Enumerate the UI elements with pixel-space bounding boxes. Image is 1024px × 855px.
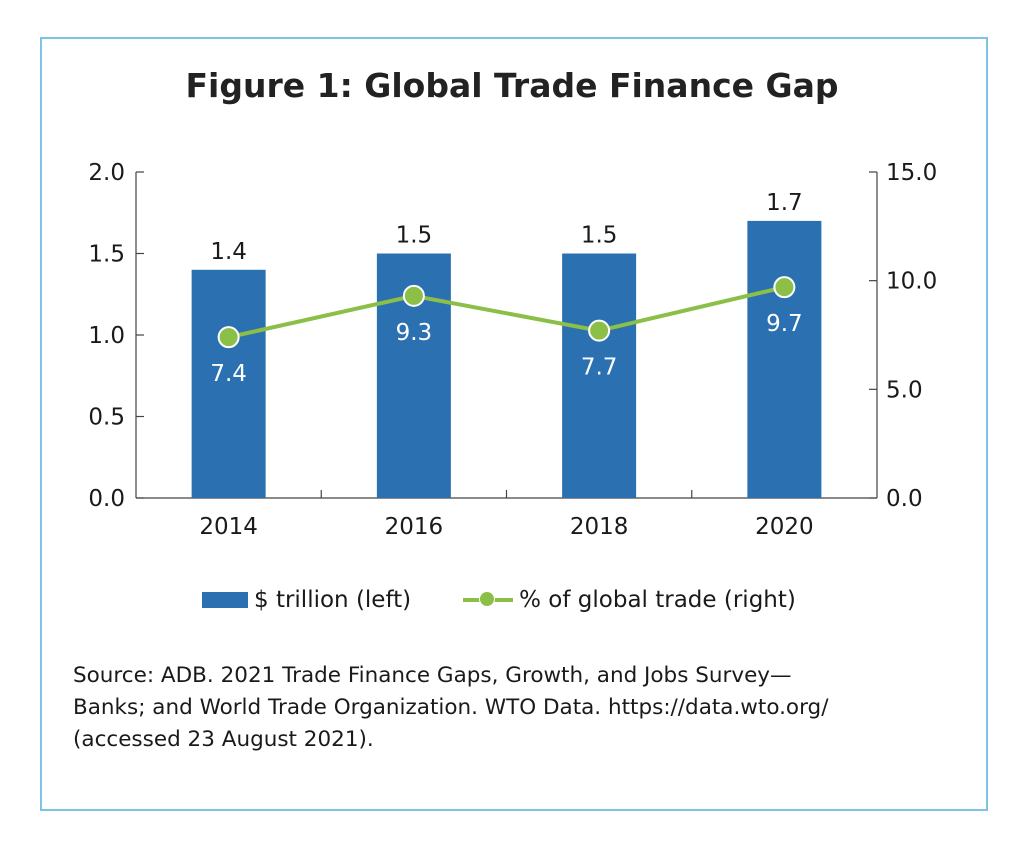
bar-value-label: 1.4 (210, 239, 247, 265)
source-line-1: Source: ADB. 2021 Trade Finance Gaps, Gr… (73, 663, 792, 688)
right-tick-label: 0.0 (886, 486, 923, 512)
bar (191, 269, 266, 498)
series-line (228, 285, 785, 340)
legend-bar-label: $ trillion (left) (254, 587, 412, 613)
left-tick-label: 1.5 (88, 242, 125, 268)
bar (747, 220, 822, 498)
source-line-2: Banks; and World Trade Organization. WTO… (73, 695, 829, 720)
legend-item-line: % of global trade (right) (463, 587, 796, 613)
x-tick-label: 2014 (199, 514, 258, 540)
legend-line-label: % of global trade (right) (519, 587, 796, 613)
right-tick-label: 15.0 (886, 160, 937, 186)
line-value-label: 7.4 (210, 361, 247, 387)
x-tick-label: 2016 (385, 514, 444, 540)
line-point (773, 276, 796, 299)
legend-line-swatch (463, 590, 514, 610)
x-tick-label: 2018 (570, 514, 629, 540)
chart-area: 0.0 0.5 1.0 1.5 2.0 0.0 5.0 10.0 15.0 2014 2016 201… (88, 160, 937, 540)
bar (562, 253, 637, 498)
right-tick-label: 10.0 (886, 269, 937, 295)
legend-item-bars: $ trillion (left) (202, 587, 411, 613)
source-note: Source: ADB. 2021 Trade Finance Gaps, Gr… (73, 660, 953, 756)
chart-legend: $ trillion (left) % of global trade (rig… (202, 583, 796, 617)
line-point (588, 319, 611, 342)
left-tick-label: 0.0 (88, 486, 125, 512)
left-tick-label: 2.0 (88, 160, 125, 186)
left-tick-label: 1.0 (88, 323, 125, 349)
legend-bar-swatch (202, 592, 248, 608)
source-line-3: (accessed 23 August 2021). (73, 727, 374, 752)
bar-value-label: 1.5 (581, 223, 618, 249)
line-point (217, 326, 240, 349)
line-point (402, 284, 425, 307)
left-tick-label: 0.5 (88, 405, 125, 431)
bar-value-label: 1.5 (396, 223, 433, 249)
line-value-label: 7.7 (581, 355, 618, 381)
right-tick-label: 5.0 (886, 377, 923, 403)
line-value-label: 9.3 (396, 320, 433, 346)
bar-value-label: 1.7 (766, 190, 803, 216)
chart-title: Figure 1: Global Trade Finance Gap (185, 66, 839, 105)
x-tick-label: 2020 (755, 514, 814, 540)
line-value-label: 9.7 (766, 311, 803, 337)
